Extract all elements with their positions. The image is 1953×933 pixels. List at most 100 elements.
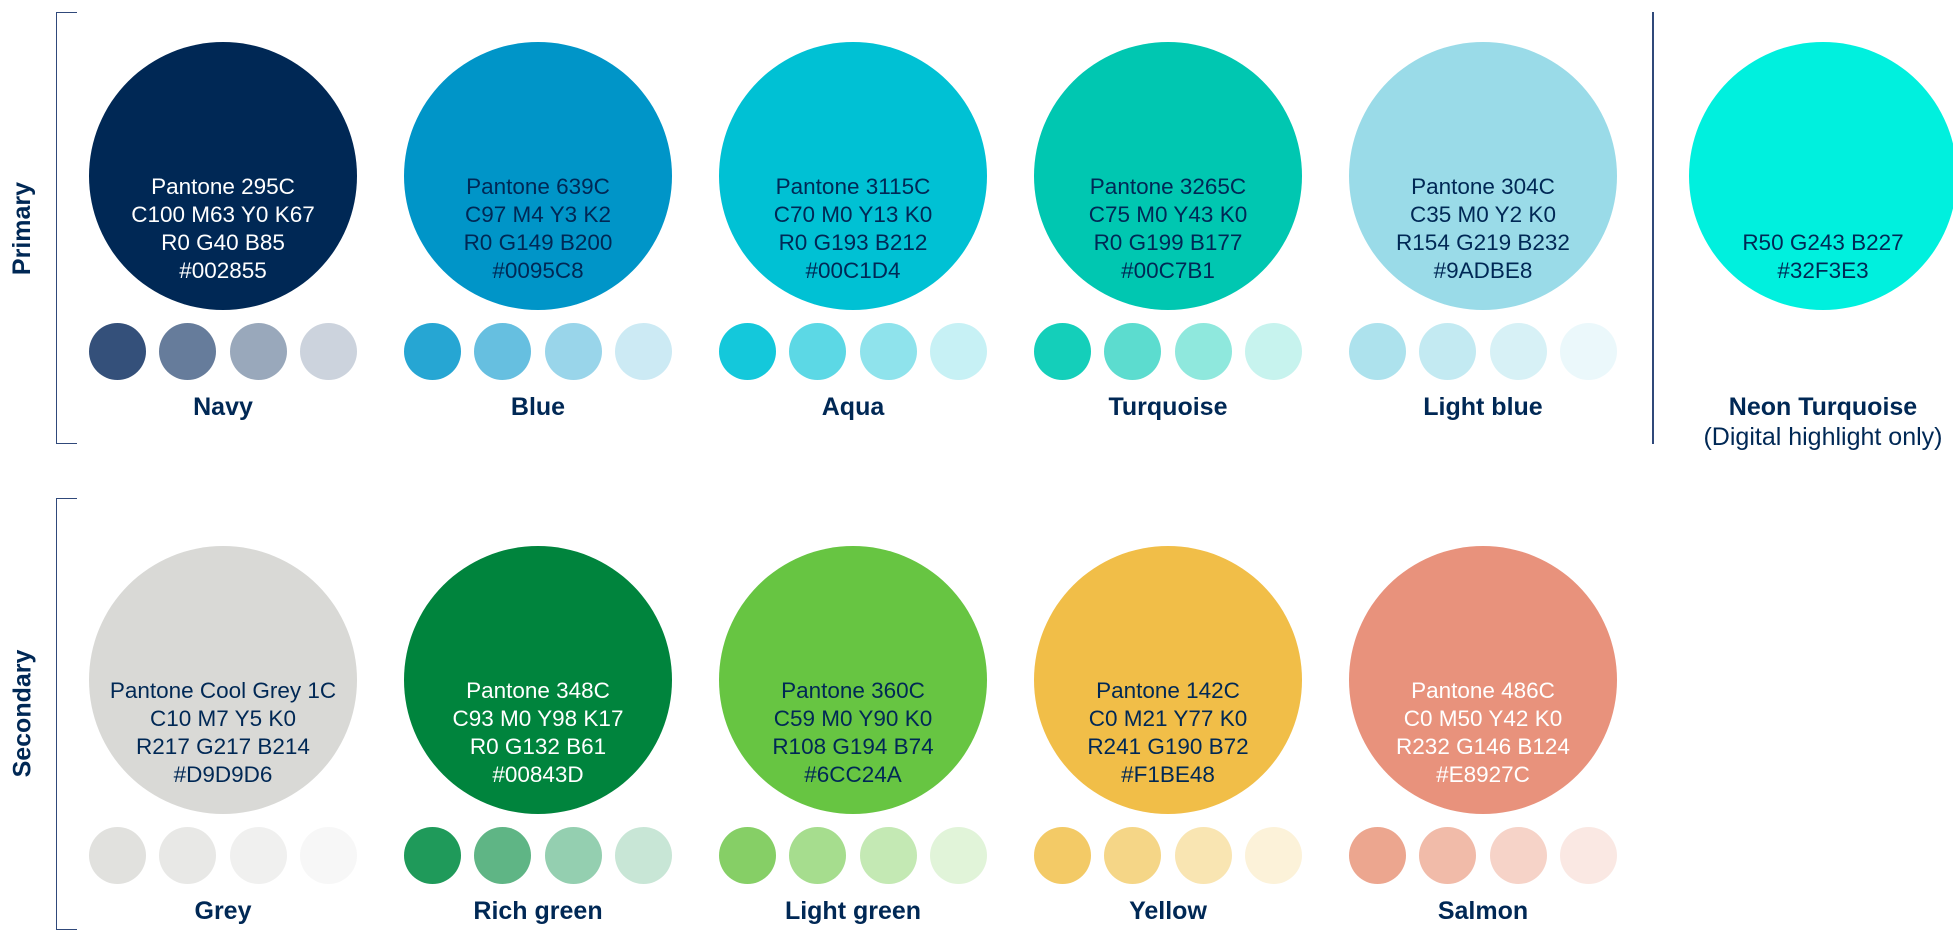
color-name: Salmon (1437, 897, 1529, 925)
tint-circle (1104, 827, 1162, 884)
tint-circle (859, 827, 917, 884)
tint-circle (1559, 827, 1617, 884)
tint-circle (159, 827, 217, 884)
pantone-code: Pantone 348C (466, 678, 610, 703)
color-circle: Pantone 3265C C75 M0 Y43 K0 R0 G199 B177… (1034, 42, 1302, 310)
tint-circle (1104, 323, 1162, 380)
rgb-values: R217 G217 B214 (136, 734, 310, 759)
swatch-salmon: Pantone 486C C0 M50 Y42 K0 R232 G146 B12… (1349, 546, 1617, 926)
rgb-values: R0 G199 B177 (1093, 230, 1243, 255)
tint-circle (544, 323, 602, 380)
pantone-code: Pantone 304C (1411, 174, 1555, 199)
hex-value: #002855 (179, 258, 267, 283)
pantone-code: Pantone 360C (781, 678, 925, 703)
tint-circle (1349, 323, 1406, 380)
tint-circle (404, 323, 461, 380)
tint-circle (1174, 827, 1232, 884)
rgb-values: R108 G194 B74 (772, 734, 934, 759)
tint-circle (1174, 323, 1232, 380)
color-name: Light blue (1423, 393, 1543, 421)
hex-value: #D9D9D6 (173, 762, 273, 787)
tint-row (404, 323, 672, 380)
tint-circle (929, 827, 987, 884)
tint-circle (89, 827, 146, 884)
tint-circle (1419, 827, 1477, 884)
tint-row (1349, 323, 1617, 380)
rgb-values: R241 G190 B72 (1087, 734, 1249, 759)
color-circle: Pantone 304C C35 M0 Y2 K0 R154 G219 B232… (1349, 42, 1617, 310)
tint-circle (1034, 323, 1091, 380)
tint-circle (299, 827, 357, 884)
swatch-rich-green: Pantone 348C C93 M0 Y98 K17 R0 G132 B61 … (404, 546, 672, 926)
color-name: Neon Turquoise (1728, 393, 1918, 421)
hex-value: #F1BE48 (1121, 762, 1215, 787)
pantone-code: Pantone Cool Grey 1C (109, 678, 337, 703)
tint-circle (614, 323, 672, 380)
hex-value: #00843D (492, 762, 584, 787)
rgb-values: R0 G132 B61 (469, 734, 607, 759)
cmyk-values: C0 M50 Y42 K0 (1403, 706, 1563, 731)
pantone-code: Pantone 3115C (775, 174, 931, 199)
hex-value: #E8927C (1436, 762, 1530, 787)
swatch-neon-turquoise: R50 G243 B227 #32F3E3 Neon Turquoise (Di… (1689, 42, 1953, 452)
color-circle: Pantone 360C C59 M0 Y90 K0 R108 G194 B74… (719, 546, 987, 814)
color-circle: Pantone 486C C0 M50 Y42 K0 R232 G146 B12… (1349, 546, 1617, 814)
secondary-bracket (56, 498, 77, 930)
color-name: Blue (510, 393, 566, 421)
tint-row (404, 827, 672, 884)
tint-circle (789, 323, 847, 380)
tint-row (1034, 827, 1302, 884)
pantone-code: Pantone 3265C (1089, 174, 1247, 199)
usage-note: (Digital highlight only) (1703, 423, 1943, 451)
color-circle: Pantone 348C C93 M0 Y98 K17 R0 G132 B61 … (404, 546, 672, 814)
pantone-code: Pantone 142C (1096, 678, 1240, 703)
hex-value: #6CC24A (804, 762, 902, 787)
tint-circle (1244, 827, 1302, 884)
rgb-values: R0 G193 B212 (778, 230, 928, 255)
tint-row (1349, 827, 1617, 884)
tint-circle (1489, 323, 1547, 380)
tint-circle (1559, 323, 1617, 380)
tint-row (89, 323, 357, 380)
tint-circle (614, 827, 672, 884)
tint-circle (474, 323, 532, 380)
swatch-blue: Pantone 639C C97 M4 Y3 K2 R0 G149 B200 #… (404, 42, 672, 422)
color-name: Navy (193, 393, 253, 421)
rgb-values: R50 G243 B227 (1742, 230, 1904, 255)
rgb-values: R232 G146 B124 (1396, 734, 1570, 759)
tint-circle (1489, 827, 1547, 884)
tint-row (719, 323, 987, 380)
tint-circle (229, 323, 287, 380)
primary-label-text: Primary (8, 181, 37, 275)
swatch-light-blue: Pantone 304C C35 M0 Y2 K0 R154 G219 B232… (1349, 42, 1617, 422)
tint-row (89, 827, 357, 884)
primary-group-label: Primary (6, 12, 40, 444)
color-name: Yellow (1129, 897, 1207, 925)
tint-circle (299, 323, 357, 380)
cmyk-values: C59 M0 Y90 K0 (773, 706, 933, 731)
color-name: Rich green (473, 897, 603, 925)
neon-divider (1652, 12, 1654, 444)
color-circle: Pantone 295C C100 M63 Y0 K67 R0 G40 B85 … (89, 42, 357, 310)
tint-circle (859, 323, 917, 380)
swatch-turquoise: Pantone 3265C C75 M0 Y43 K0 R0 G199 B177… (1034, 42, 1302, 422)
cmyk-values: C0 M21 Y77 K0 (1088, 706, 1248, 731)
color-circle: Pantone 639C C97 M4 Y3 K2 R0 G149 B200 #… (404, 42, 672, 310)
color-circle: Pantone Cool Grey 1C C10 M7 Y5 K0 R217 G… (89, 546, 357, 814)
color-circle: R50 G243 B227 #32F3E3 (1689, 42, 1953, 310)
rgb-values: R0 G149 B200 (463, 230, 613, 255)
tint-circle (544, 827, 602, 884)
cmyk-values: C10 M7 Y5 K0 (150, 706, 296, 731)
secondary-label-text: Secondary (8, 649, 37, 777)
tint-circle (719, 323, 776, 380)
tint-circle (719, 827, 776, 884)
pantone-code: Pantone 295C (151, 174, 295, 199)
primary-bracket (56, 12, 77, 444)
cmyk-values: C70 M0 Y13 K0 (773, 202, 933, 227)
swatch-yellow: Pantone 142C C0 M21 Y77 K0 R241 G190 B72… (1034, 546, 1302, 926)
tint-circle (1034, 827, 1091, 884)
color-circle: Pantone 3115C C70 M0 Y13 K0 R0 G193 B212… (719, 42, 987, 310)
tint-circle (929, 323, 987, 380)
swatch-aqua: Pantone 3115C C70 M0 Y13 K0 R0 G193 B212… (719, 42, 987, 422)
swatch-navy: Pantone 295C C100 M63 Y0 K67 R0 G40 B85 … (89, 42, 357, 422)
